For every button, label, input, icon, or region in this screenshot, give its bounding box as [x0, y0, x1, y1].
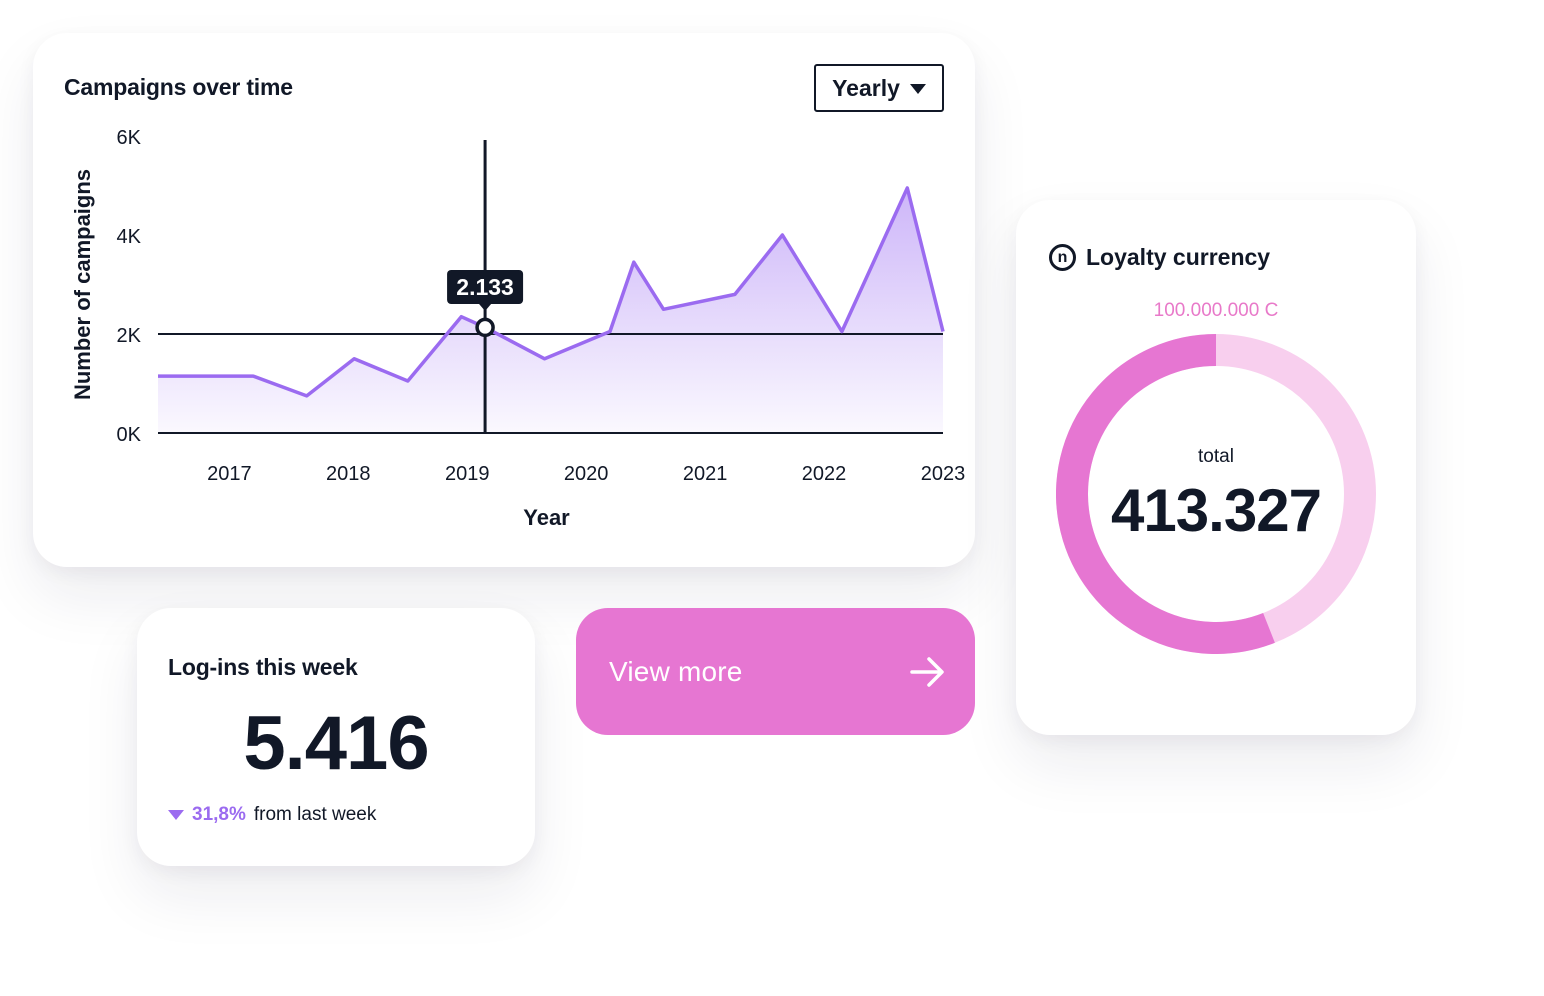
- change-text: from last week: [253, 804, 377, 825]
- y-tick-label: 0K: [117, 424, 142, 446]
- hover-point[interactable]: [475, 317, 495, 338]
- tooltip-value: 2.133: [456, 274, 514, 300]
- donut-filled-segment: [1056, 334, 1275, 654]
- x-tick-label: 2020: [564, 463, 609, 485]
- loyalty-title: Loyalty currency: [1086, 244, 1271, 270]
- campaigns-area: [158, 188, 943, 433]
- view-more-label: View more: [609, 655, 743, 687]
- loyalty-card: n Loyalty currency 100.000.000 C total 4…: [1016, 200, 1416, 735]
- donut-total-value: 413.327: [1111, 477, 1322, 544]
- logins-change: 31,8% from last week: [168, 804, 376, 826]
- logins-title: Log-ins this week: [168, 654, 358, 680]
- change-percentage: 31,8%: [192, 804, 246, 825]
- x-tick-label: 2019: [445, 463, 490, 485]
- campaigns-title: Campaigns over time: [64, 74, 293, 100]
- hover-tooltip: 2.133: [447, 270, 524, 311]
- x-tick-label: 2021: [683, 463, 728, 485]
- logins-value: 5.416: [243, 701, 429, 786]
- period-dropdown[interactable]: Yearly: [814, 64, 944, 112]
- loyalty-max-label: 100.000.000 C: [1153, 300, 1279, 321]
- y-tick-label: 2K: [117, 325, 142, 347]
- campaigns-card: 0K 2K 4K 6K 2017 2018 2019 2020 2021 2022 2023 2.…: [33, 33, 975, 567]
- triangle-down-icon: [168, 810, 184, 820]
- x-tick-label: 2017: [207, 463, 252, 485]
- logins-card: Log-ins this week 5.416 31,8% from last …: [137, 608, 535, 866]
- donut-total-label: total: [1198, 446, 1234, 467]
- period-dropdown-label: Yearly: [832, 74, 900, 101]
- x-tick-label: 2018: [326, 463, 371, 485]
- y-tick-label: 6K: [117, 127, 142, 149]
- x-tick-label: 2022: [802, 463, 847, 485]
- caret-down-icon: [909, 84, 926, 94]
- x-tick-label: 2023: [921, 463, 966, 485]
- view-more-button[interactable]: View more: [576, 608, 975, 735]
- loyalty-header: n Loyalty currency: [1049, 244, 1270, 271]
- y-tick-label: 4K: [117, 226, 142, 248]
- campaigns-chart: 0K 2K 4K 6K 2017 2018 2019 2020 2021 2022 2023 2.…: [70, 127, 966, 530]
- campaigns-line: [158, 186, 945, 398]
- x-axis-label: Year: [523, 505, 570, 530]
- loyalty-donut: [1056, 334, 1376, 654]
- arrow-right-icon: [910, 656, 944, 687]
- loyalty-coin-icon: n: [1049, 244, 1076, 271]
- y-axis-label: Number of campaigns: [70, 169, 95, 400]
